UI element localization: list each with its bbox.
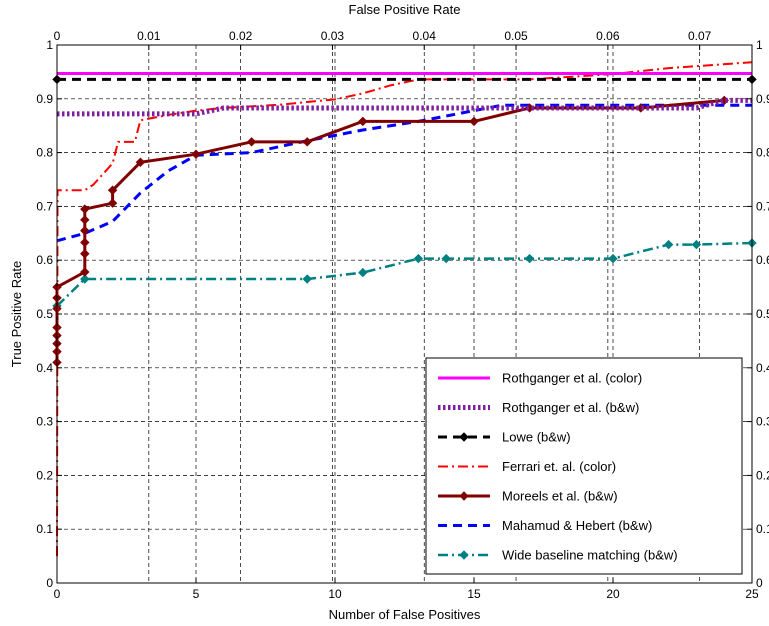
y-tick-label-right: 0.4 <box>756 361 769 375</box>
data-point-marker <box>80 225 90 236</box>
legend-marker <box>459 491 469 501</box>
legend-label: Wide baseline matching (b&w) <box>502 548 678 563</box>
top-axis-title: False Positive Rate <box>349 2 461 17</box>
top-tick-label: 0.01 <box>137 29 161 43</box>
data-point-marker <box>107 198 118 208</box>
y-tick-label: 1 <box>46 38 53 52</box>
y-tick-label-right: 0.5 <box>756 307 769 321</box>
data-point-marker <box>191 149 201 159</box>
x-tick-label: 0 <box>54 587 61 601</box>
top-tick-label: 0.05 <box>504 29 528 43</box>
y-tick-label: 0.8 <box>36 146 53 160</box>
y-tick-label: 0.2 <box>36 468 53 482</box>
top-tick-label: 0.03 <box>321 29 345 43</box>
data-point-marker <box>302 274 312 284</box>
data-point-marker <box>663 239 674 250</box>
data-point-marker <box>107 185 118 195</box>
x-tick-label: 25 <box>745 587 759 601</box>
data-point-marker <box>302 137 312 147</box>
x-tick-label: 10 <box>328 587 342 601</box>
y-tick-label-right: 0.9 <box>756 92 769 106</box>
legend-marker <box>459 432 469 442</box>
data-point-marker <box>246 137 257 147</box>
top-tick-label: 0.07 <box>688 29 712 43</box>
y-tick-label-right: 0.8 <box>756 146 769 160</box>
y-tick-label-right: 0.6 <box>756 253 769 267</box>
legend-label: Rothganger et al. (color) <box>502 371 642 386</box>
data-point-marker <box>80 237 90 248</box>
legend-label: Ferrari et. al. (color) <box>502 459 616 474</box>
data-point-marker <box>80 267 90 277</box>
data-point-marker <box>608 253 618 264</box>
data-point-marker <box>358 267 368 278</box>
y-tick-label-right: 0.7 <box>756 199 769 213</box>
x-tick-label: 5 <box>193 587 200 601</box>
top-tick-label: 0.06 <box>596 29 620 43</box>
data-point-marker <box>441 253 451 264</box>
data-point-marker <box>135 157 146 167</box>
legend-label: Lowe (b&w) <box>502 430 571 445</box>
y-tick-label: 0.5 <box>36 307 53 321</box>
legend-label: Moreels et al. (b&w) <box>502 489 618 504</box>
data-point-marker <box>80 249 90 259</box>
data-point-marker <box>80 215 90 225</box>
top-tick-label: 0 <box>54 29 61 43</box>
legend-label: Rothganger et al. (b&w) <box>502 400 639 415</box>
y-tick-label: 0.9 <box>36 92 53 106</box>
x-tick-label: 20 <box>606 587 620 601</box>
x-axis-title: Number of False Positives <box>329 607 481 622</box>
data-point-marker <box>413 253 424 264</box>
data-point-marker <box>358 116 368 127</box>
data-point-marker <box>80 274 90 284</box>
axis-ticks: 0510152025000.10.10.20.20.30.30.40.40.50… <box>36 29 769 601</box>
top-tick-label: 0.02 <box>229 29 253 43</box>
y-tick-label-right: 0.2 <box>756 468 769 482</box>
x-tick-label: 15 <box>467 587 481 601</box>
data-point-marker <box>469 116 479 127</box>
y-tick-label: 0.3 <box>36 415 53 429</box>
series-line <box>57 97 752 117</box>
legend-marker <box>459 550 469 560</box>
legend: Rothganger et al. (color) Rothganger et a… <box>425 357 743 575</box>
data-point-marker <box>524 253 535 264</box>
y-tick-label: 0.6 <box>36 253 53 267</box>
y-tick-label-right: 0.1 <box>756 522 769 536</box>
y-tick-label-right: 0 <box>756 576 763 590</box>
series-lines <box>52 61 757 557</box>
y-tick-label: 0.4 <box>36 361 53 375</box>
y-tick-label-right: 1 <box>756 38 763 52</box>
y-tick-label: 0.1 <box>36 522 53 536</box>
data-point-marker <box>691 239 702 250</box>
data-point-marker <box>80 204 90 214</box>
y-tick-label: 0 <box>46 576 53 590</box>
y-tick-label: 0.7 <box>36 199 53 213</box>
legend-label: Mahamud & Hebert (b&w) <box>502 518 652 533</box>
y-axis-title: True Positive Rate <box>9 261 24 367</box>
top-tick-label: 0.04 <box>413 29 437 43</box>
y-tick-label-right: 0.3 <box>756 415 769 429</box>
